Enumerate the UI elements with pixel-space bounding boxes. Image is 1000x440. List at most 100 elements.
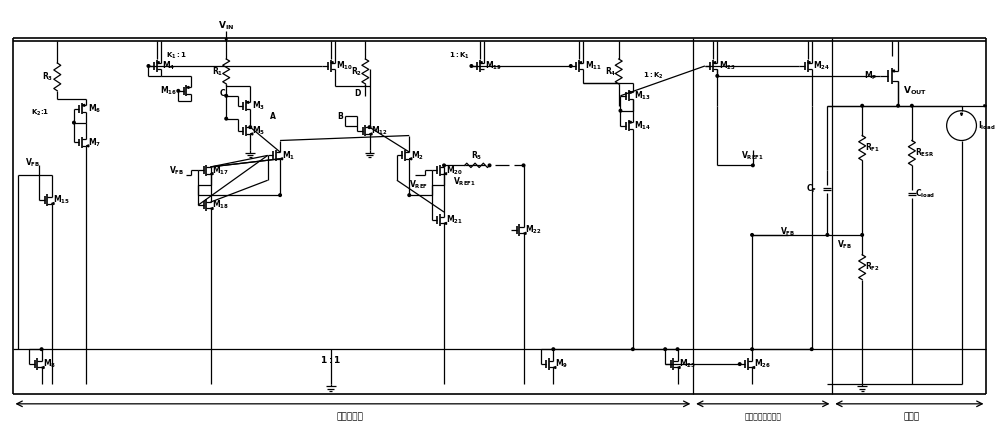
Text: $\mathbf{I_{load}}$: $\mathbf{I_{load}}$: [978, 119, 996, 132]
Circle shape: [751, 348, 753, 351]
Polygon shape: [678, 367, 680, 368]
Text: $\mathbf{M_{25}}$: $\mathbf{M_{25}}$: [679, 358, 696, 370]
Circle shape: [147, 65, 150, 67]
Text: $\mathbf{C_F}$: $\mathbf{C_F}$: [806, 183, 816, 195]
Polygon shape: [157, 62, 159, 63]
Polygon shape: [211, 208, 213, 209]
Circle shape: [443, 164, 445, 167]
Text: $\mathbf{A}$: $\mathbf{A}$: [269, 110, 277, 121]
Circle shape: [676, 348, 679, 351]
Circle shape: [249, 126, 252, 128]
Text: $\mathbf{M_6}$: $\mathbf{M_6}$: [88, 103, 101, 115]
Text: $\mathbf{M_{26}}$: $\mathbf{M_{26}}$: [754, 358, 770, 370]
Text: 动态基准控制模块: 动态基准控制模块: [744, 412, 781, 421]
Circle shape: [861, 234, 863, 236]
Circle shape: [632, 348, 634, 351]
Text: $\mathbf{C_{load}}$: $\mathbf{C_{load}}$: [915, 188, 935, 200]
Circle shape: [911, 104, 913, 107]
Circle shape: [664, 348, 666, 351]
Polygon shape: [211, 173, 213, 175]
Polygon shape: [42, 367, 44, 368]
Text: 误差放大器: 误差放大器: [337, 412, 364, 421]
Polygon shape: [553, 367, 556, 368]
Circle shape: [177, 89, 180, 92]
Text: $\mathbf{M_{21}}$: $\mathbf{M_{21}}$: [446, 214, 462, 226]
Circle shape: [73, 121, 75, 124]
Text: $\mathbf{K_2}$:1: $\mathbf{K_2}$:1: [31, 108, 50, 118]
Text: $\mathbf{M_{23}}$: $\mathbf{M_{23}}$: [719, 60, 735, 72]
Text: $\mathbf{1:K_2}$: $\mathbf{1:K_2}$: [643, 71, 664, 81]
Circle shape: [522, 164, 525, 167]
Text: $\mathbf{M_{17}}$: $\mathbf{M_{17}}$: [212, 164, 229, 176]
Text: $\mathbf{M_{11}}$: $\mathbf{M_{11}}$: [585, 60, 601, 72]
Polygon shape: [444, 222, 447, 224]
Circle shape: [552, 348, 555, 351]
Text: $\mathbf{V_{OUT}}$: $\mathbf{V_{OUT}}$: [903, 84, 927, 97]
Polygon shape: [250, 133, 253, 135]
Text: $\mathbf{M_2}$: $\mathbf{M_2}$: [411, 149, 424, 161]
Text: $\mathbf{B}$: $\mathbf{B}$: [337, 110, 344, 121]
Polygon shape: [629, 92, 631, 93]
Polygon shape: [444, 173, 447, 175]
Polygon shape: [524, 232, 526, 235]
Text: $\mathbf{1 : 1}$: $\mathbf{1 : 1}$: [320, 354, 341, 365]
Polygon shape: [808, 62, 810, 63]
Text: $\mathbf{V_{FB}}$: $\mathbf{V_{FB}}$: [25, 156, 40, 169]
Text: $\mathbf{M_{20}}$: $\mathbf{M_{20}}$: [446, 164, 462, 176]
Polygon shape: [713, 62, 716, 63]
Polygon shape: [331, 62, 333, 63]
Circle shape: [368, 126, 371, 128]
Text: $\mathbf{V_{REF1}}$: $\mathbf{V_{REF1}}$: [453, 176, 476, 188]
Text: $\mathbf{V_{FB}}$: $\mathbf{V_{FB}}$: [169, 164, 184, 176]
Text: $\mathbf{M_8}$: $\mathbf{M_8}$: [43, 358, 56, 370]
Text: $\mathbf{R_{ESR}}$: $\mathbf{R_{ESR}}$: [915, 147, 934, 159]
Polygon shape: [280, 158, 283, 160]
Polygon shape: [961, 113, 963, 116]
Polygon shape: [370, 133, 372, 135]
Circle shape: [225, 95, 228, 97]
Text: $\mathbf{M_4}$: $\mathbf{M_4}$: [162, 60, 176, 72]
Text: $\mathbf{M_3}$: $\mathbf{M_3}$: [252, 99, 265, 112]
Text: $\mathbf{M_{14}}$: $\mathbf{M_{14}}$: [634, 119, 651, 132]
Text: $\mathbf{M_{15}}$: $\mathbf{M_{15}}$: [53, 194, 70, 206]
Text: $\mathbf{C}$: $\mathbf{C}$: [219, 87, 226, 98]
Circle shape: [488, 164, 491, 167]
Text: $\mathbf{V_{FB}}$: $\mathbf{V_{FB}}$: [780, 226, 795, 238]
Text: $\mathbf{M_{10}}$: $\mathbf{M_{10}}$: [336, 60, 353, 72]
Polygon shape: [82, 104, 85, 106]
Text: $\mathbf{R_3}$: $\mathbf{R_3}$: [42, 71, 54, 83]
Circle shape: [279, 194, 281, 196]
Circle shape: [619, 110, 622, 112]
Circle shape: [752, 164, 754, 167]
Text: $\mathbf{R_{F1}}$: $\mathbf{R_{F1}}$: [865, 142, 880, 154]
Text: 功率级: 功率级: [904, 412, 920, 421]
Text: $\mathbf{M_{12}}$: $\mathbf{M_{12}}$: [371, 125, 388, 137]
Circle shape: [897, 104, 899, 107]
Text: $\mathbf{V_{REF}}$: $\mathbf{V_{REF}}$: [409, 179, 427, 191]
Text: $\mathbf{R_1}$: $\mathbf{R_1}$: [212, 65, 224, 78]
Polygon shape: [629, 121, 631, 123]
Text: $\mathbf{K_1 : 1}$: $\mathbf{K_1 : 1}$: [166, 51, 187, 61]
Text: $\mathbf{M_{16}}$: $\mathbf{M_{16}}$: [160, 84, 177, 97]
Text: $\mathbf{R_5}$: $\mathbf{R_5}$: [471, 150, 483, 162]
Text: $\mathbf{M_7}$: $\mathbf{M_7}$: [88, 136, 101, 149]
Circle shape: [738, 363, 741, 365]
Circle shape: [716, 75, 719, 77]
Text: $\mathbf{V_{REF1}}$: $\mathbf{V_{REF1}}$: [741, 149, 764, 161]
Text: $\mathbf{M_{13}}$: $\mathbf{M_{13}}$: [634, 89, 651, 102]
Text: $\mathbf{V_{FB}}$: $\mathbf{V_{FB}}$: [837, 238, 852, 251]
Text: $\mathbf{1 : K_1}$: $\mathbf{1 : K_1}$: [449, 51, 470, 61]
Text: $\mathbf{R_{F2}}$: $\mathbf{R_{F2}}$: [865, 261, 880, 273]
Text: $\mathbf{M_{24}}$: $\mathbf{M_{24}}$: [813, 60, 830, 72]
Polygon shape: [579, 62, 581, 63]
Text: $\mathbf{R_2}$: $\mathbf{R_2}$: [351, 65, 363, 78]
Circle shape: [225, 117, 228, 120]
Polygon shape: [984, 105, 986, 107]
Text: $\mathbf{D}$: $\mathbf{D}$: [354, 87, 362, 98]
Circle shape: [826, 234, 829, 236]
Text: $\mathbf{M_{18}}$: $\mathbf{M_{18}}$: [212, 199, 229, 211]
Polygon shape: [86, 145, 89, 147]
Circle shape: [408, 194, 411, 196]
Polygon shape: [225, 39, 227, 41]
Circle shape: [40, 348, 43, 351]
